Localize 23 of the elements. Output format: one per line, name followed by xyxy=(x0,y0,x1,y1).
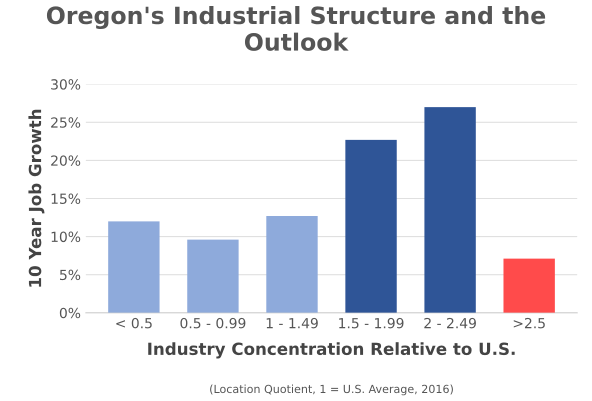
x-tick-label: 2 - 2.49 xyxy=(424,318,476,328)
y-tick-label: 5% xyxy=(60,270,80,280)
x-tick-label: 0.5 - 0.99 xyxy=(180,318,246,328)
bar xyxy=(108,221,160,313)
y-tick-label: 15% xyxy=(52,193,80,204)
y-tick-label: 10% xyxy=(52,232,80,242)
bar xyxy=(503,258,555,313)
y-tick-label: 0% xyxy=(60,308,80,318)
x-axis-title: Industry Concentration Relative to U.S. xyxy=(148,342,515,358)
text: (Location Quotient, 1 = U.S. Average, 2016) xyxy=(210,384,453,396)
x-tick-label: < 0.5 xyxy=(116,318,152,328)
chart-title: Oregon's Industrial Structure and the Outlook xyxy=(46,6,546,51)
bar xyxy=(424,107,476,313)
y-tick-label: 30% xyxy=(51,79,80,90)
bar xyxy=(266,216,318,313)
x-tick-label: 1.5 - 1.99 xyxy=(339,318,404,328)
x-tick-label: 1 - 1.49 xyxy=(266,318,318,328)
bar xyxy=(187,240,239,313)
y-tick-label: 25% xyxy=(51,117,80,128)
bar xyxy=(345,140,397,313)
x-tick-label: >2.5 xyxy=(514,318,545,328)
y-tick-label: 20% xyxy=(51,155,80,166)
y-axis-title: 10 Year Job Growth xyxy=(28,110,44,287)
